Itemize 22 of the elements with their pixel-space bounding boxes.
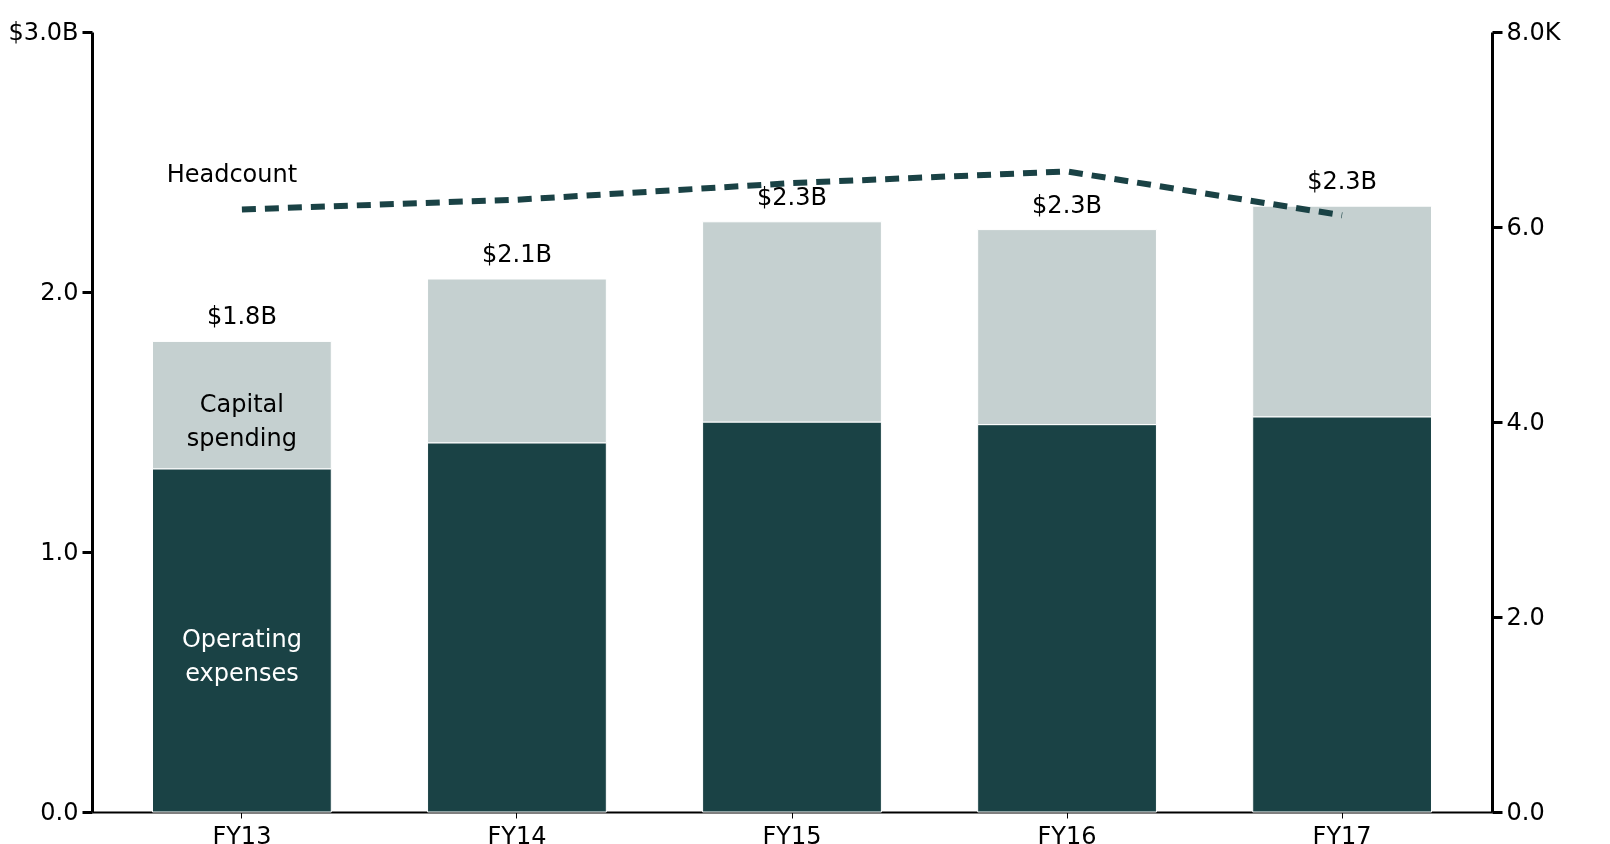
series-label: Headcount [166, 160, 298, 189]
y2-tick-label: 2.0 [1506, 602, 1545, 631]
total-label: $2.3B [1032, 190, 1102, 219]
y-tick-label: $3.0B [8, 17, 79, 46]
total-label: $1.8B [206, 302, 277, 331]
y2-tick-label: 8.0K [1506, 17, 1562, 46]
series-label: Capital spending [186, 390, 297, 453]
y-tick-label: 2.0 [40, 277, 79, 306]
y2-tick-label: 0.0 [1506, 797, 1545, 826]
x-tick-label: FY15 [762, 821, 822, 844]
total-label: $2.3B [757, 182, 827, 211]
y2-tick-label: 4.0 [1506, 407, 1545, 436]
x-tick-label: FY17 [1312, 821, 1372, 844]
x-tick-label: FY13 [212, 821, 272, 844]
x-tick-label: FY16 [1037, 821, 1097, 844]
x-tick-label: FY14 [487, 821, 547, 844]
y2-tick-label: 6.0 [1506, 212, 1545, 241]
series-label: Operating expenses [181, 625, 302, 688]
total-label: $2.1B [482, 240, 552, 268]
y-tick-label: 0.0 [40, 797, 79, 826]
y-tick-label: 1.0 [40, 537, 79, 566]
total-label: $2.3B [1307, 167, 1378, 196]
